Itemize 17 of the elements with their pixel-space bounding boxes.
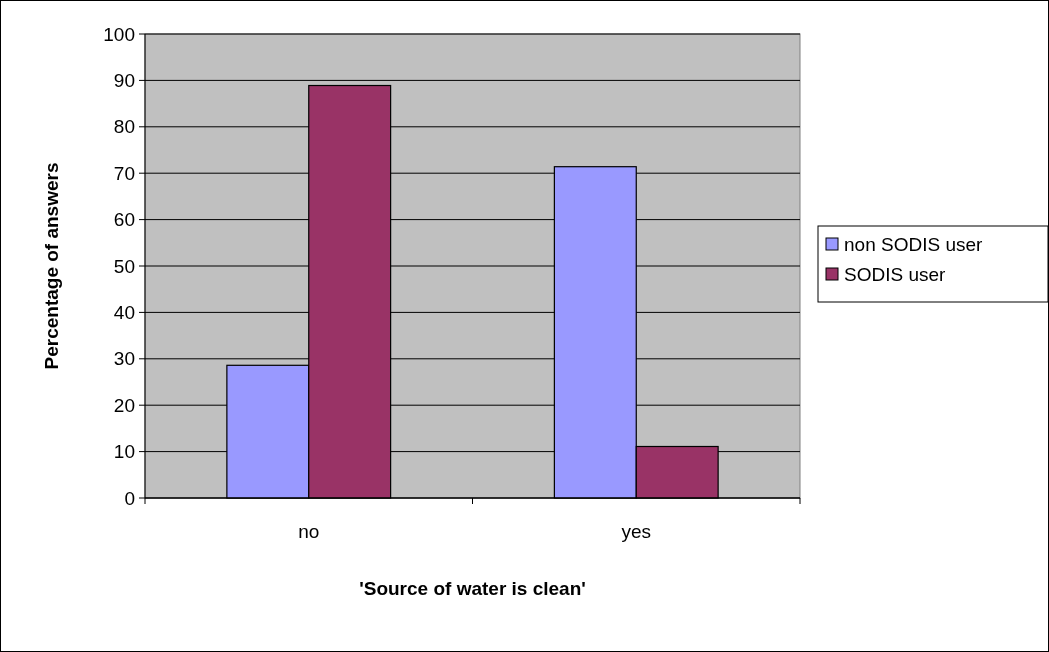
x-tick-label: no	[298, 521, 320, 542]
legend-label: SODIS user	[844, 263, 947, 285]
y-tick-label: 20	[113, 394, 135, 416]
legend-label: non SODIS user	[844, 233, 984, 255]
y-tick-label: 10	[113, 441, 135, 463]
y-tick-label: 60	[113, 209, 135, 231]
y-tick-label: 30	[113, 348, 135, 370]
y-tick-label: 70	[113, 162, 135, 184]
y-tick-label: 40	[113, 302, 135, 324]
y-tick-label: 80	[113, 116, 135, 138]
y-axis-title: Percentage of answers	[41, 162, 62, 370]
y-tick-label: 0	[124, 487, 135, 509]
y-tick-label: 50	[113, 255, 135, 277]
x-tick-label: yes	[621, 521, 652, 542]
x-axis-title: 'Source of water is clean'	[359, 578, 586, 599]
y-tick-label: 90	[113, 70, 135, 92]
y-tick-label: 100	[103, 23, 135, 45]
